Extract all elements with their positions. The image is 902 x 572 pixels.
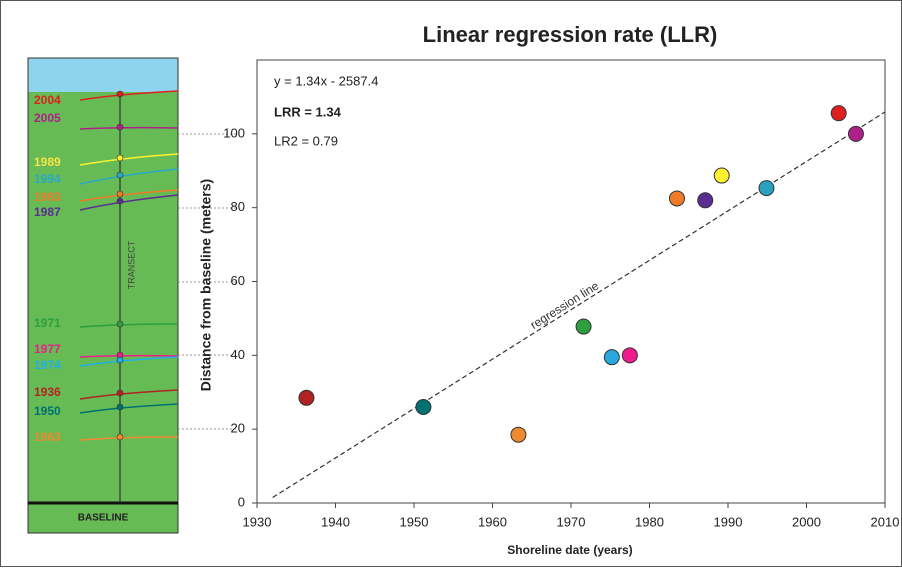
data-point <box>575 318 592 335</box>
x-tick-label: 1940 <box>321 514 350 529</box>
shoreline-label: 1977 <box>34 342 61 356</box>
x-tick-label: 2010 <box>871 514 900 529</box>
shoreline-point <box>116 123 124 131</box>
data-point <box>603 349 620 366</box>
transect-label: TRANSECT <box>126 240 136 289</box>
shoreline-label: 2004 <box>34 93 61 107</box>
shoreline-point <box>116 154 124 162</box>
shoreline <box>79 436 179 441</box>
data-point <box>713 167 730 184</box>
shoreline <box>79 354 179 358</box>
x-tick-label: 1950 <box>400 514 429 529</box>
data-point <box>298 389 315 406</box>
chart-title: Linear regression rate (LLR) <box>423 22 718 47</box>
shoreline-point <box>116 320 124 328</box>
regression-line <box>272 111 886 498</box>
y-tick-label: 60 <box>231 273 245 288</box>
shoreline-label: 1971 <box>34 316 61 330</box>
baseline-label: BASELINE <box>78 513 129 524</box>
shoreline-label: 2005 <box>34 111 61 125</box>
y-tick-label: 40 <box>231 347 245 362</box>
shoreline-label: 1963 <box>34 430 61 444</box>
shoreline-label: 1983 <box>34 190 61 204</box>
shoreline-point <box>116 389 124 397</box>
shoreline <box>79 323 179 328</box>
shoreline-label: 1989 <box>34 155 61 169</box>
y-tick-label: 100 <box>223 125 245 140</box>
shoreline-label: 1994 <box>34 172 61 186</box>
shoreline-point <box>116 171 124 179</box>
shoreline-label: 1950 <box>34 404 61 418</box>
shoreline-label: 1936 <box>34 385 61 399</box>
shoreline <box>79 194 179 211</box>
y-axis-label: Distance from baseline (meters) <box>198 179 214 391</box>
data-point <box>758 180 775 197</box>
x-tick-label: 2000 <box>792 514 821 529</box>
leaders <box>178 133 236 430</box>
shoreline <box>79 403 179 414</box>
shoreline <box>79 168 179 185</box>
y-tick-label: 20 <box>231 421 245 436</box>
data-point <box>830 105 847 122</box>
data-point <box>510 426 527 443</box>
land <box>28 92 178 533</box>
y-tick-label: 0 <box>238 494 245 509</box>
data-point <box>697 192 714 209</box>
shoreline-point <box>116 197 124 205</box>
shoreline <box>79 153 179 166</box>
panel-border <box>27 57 179 534</box>
shoreline-label: 1974 <box>34 358 61 372</box>
lrr: LRR = 1.34 <box>274 104 342 119</box>
shoreline <box>79 189 179 202</box>
y-tick-label: 80 <box>231 199 245 214</box>
sky <box>28 58 178 98</box>
x-tick-label: 1990 <box>714 514 743 529</box>
shoreline <box>79 389 179 400</box>
data-point <box>415 399 432 416</box>
lr2: LR2 = 0.79 <box>274 133 338 148</box>
shoreline-point <box>116 190 124 198</box>
shoreline-label: 1987 <box>34 205 61 219</box>
equation: y = 1.34x - 2587.4 <box>274 73 378 88</box>
shoreline <box>79 90 179 101</box>
data-point <box>668 190 685 207</box>
shoreline <box>79 356 179 367</box>
x-tick-label: 1930 <box>243 514 272 529</box>
x-tick-label: 1960 <box>478 514 507 529</box>
x-tick-label: 1970 <box>557 514 586 529</box>
shoreline-point <box>116 403 124 411</box>
shoreline-point <box>116 90 124 98</box>
data-point <box>621 347 638 364</box>
shoreline <box>79 126 179 130</box>
shoreline-point <box>116 356 124 364</box>
x-axis-label: Shoreline date (years) <box>507 543 632 557</box>
shoreline-point <box>116 433 124 441</box>
x-tick-label: 1980 <box>635 514 664 529</box>
data-point <box>847 125 864 142</box>
